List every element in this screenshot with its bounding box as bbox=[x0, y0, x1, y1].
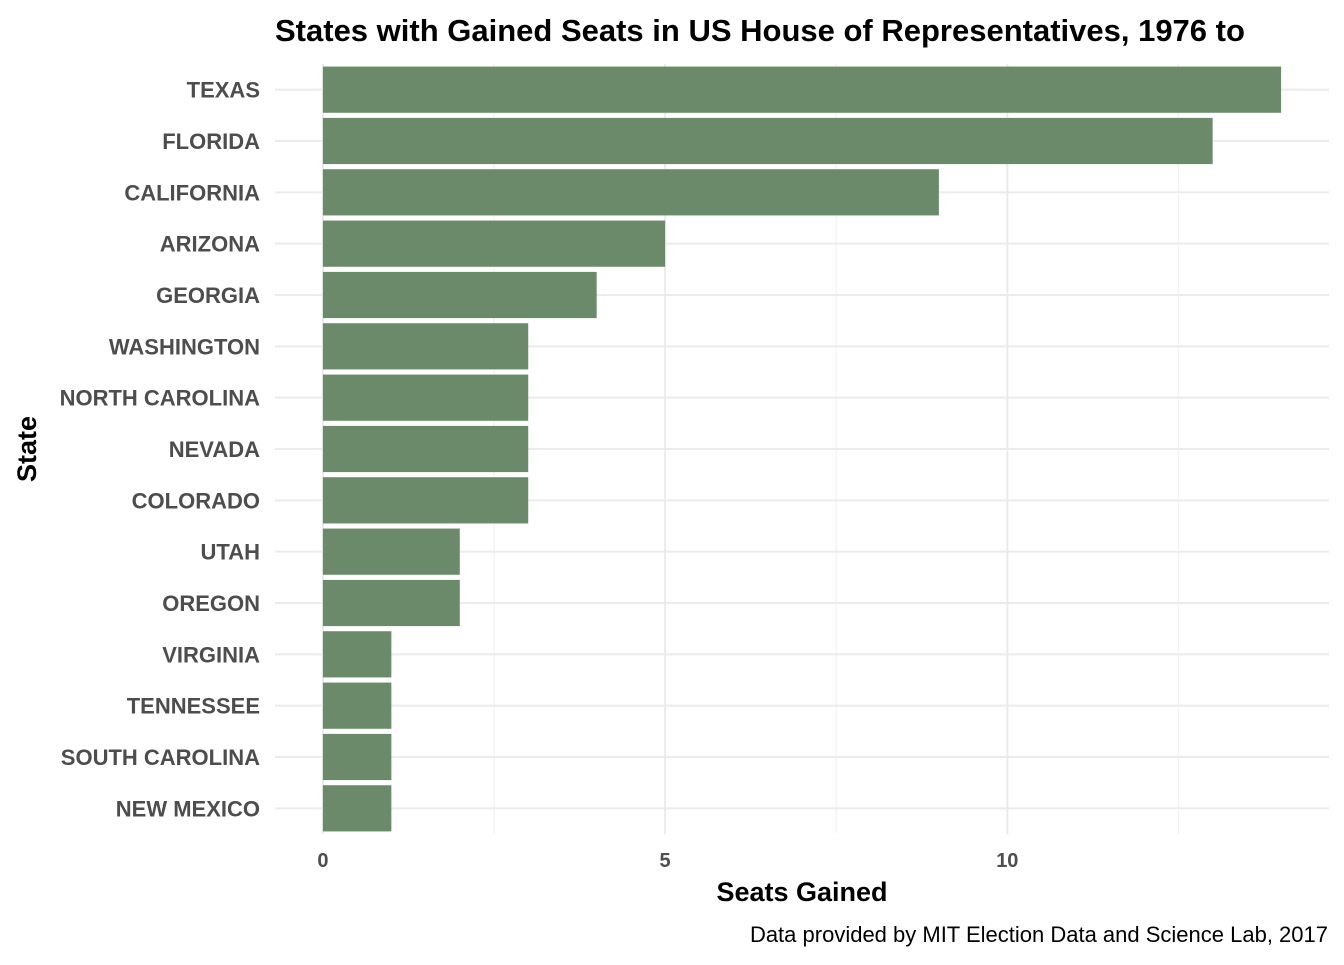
category-label-arizona: ARIZONA bbox=[160, 232, 260, 257]
bar-nevada bbox=[322, 425, 529, 473]
category-label-georgia: GEORGIA bbox=[156, 283, 260, 308]
category-label-texas: TEXAS bbox=[187, 78, 260, 103]
x-tick-label: 5 bbox=[660, 850, 671, 872]
chart-title: States with Gained Seats in US House of … bbox=[275, 13, 1245, 48]
category-label-florida: FLORIDA bbox=[162, 129, 260, 154]
category-label-oregon: OREGON bbox=[162, 591, 260, 616]
bar-new-mexico bbox=[322, 785, 392, 832]
chart-caption: Data provided by MIT Election Data and S… bbox=[750, 922, 1328, 947]
bar-texas bbox=[322, 66, 1282, 113]
bar-arizona bbox=[322, 220, 666, 267]
bars-layer bbox=[322, 66, 1282, 832]
bar-tennessee bbox=[322, 682, 392, 729]
category-label-utah: UTAH bbox=[201, 540, 260, 565]
category-label-north-carolina: NORTH CAROLINA bbox=[60, 386, 261, 411]
category-label-new-mexico: NEW MEXICO bbox=[116, 796, 260, 821]
bar-utah bbox=[322, 528, 460, 575]
category-label-virginia: VIRGINIA bbox=[162, 642, 260, 667]
bar-california bbox=[322, 169, 939, 216]
category-label-colorado: COLORADO bbox=[132, 488, 260, 513]
bar-north-carolina bbox=[322, 374, 529, 421]
bar-florida bbox=[322, 117, 1213, 165]
bar-colorado bbox=[322, 477, 529, 524]
bar-georgia bbox=[322, 271, 597, 319]
category-label-california: CALIFORNIA bbox=[124, 180, 260, 205]
bar-virginia bbox=[322, 631, 392, 678]
category-label-tennessee: TENNESSEE bbox=[127, 694, 260, 719]
x-tick-label: 0 bbox=[317, 850, 328, 872]
x-axis-title: Seats Gained bbox=[716, 877, 887, 907]
y-axis-title: State bbox=[12, 416, 42, 482]
bar-oregon bbox=[322, 579, 460, 627]
bar-south-carolina bbox=[322, 733, 392, 781]
category-label-washington: WASHINGTON bbox=[109, 334, 260, 359]
category-label-south-carolina: SOUTH CAROLINA bbox=[61, 745, 260, 770]
x-axis-ticks: 0 5 10 bbox=[317, 850, 1018, 872]
x-tick-label: 10 bbox=[996, 850, 1018, 872]
category-label-nevada: NEVADA bbox=[169, 437, 260, 462]
bar-washington bbox=[322, 323, 529, 370]
category-labels: TEXAS FLORIDA CALIFORNIA ARIZONA GEORGIA WASH… bbox=[60, 78, 261, 822]
